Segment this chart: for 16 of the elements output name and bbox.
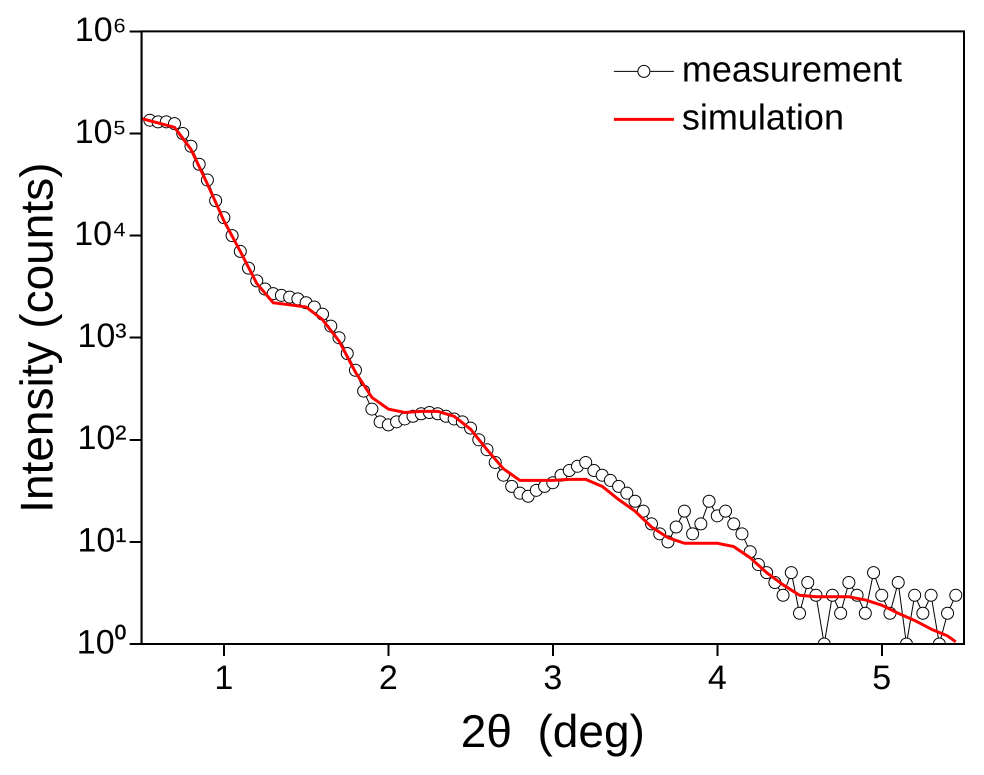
y-tick-label: 10⁴ <box>74 214 127 253</box>
x-tick-label: 1 <box>214 658 234 697</box>
y-tick-label: 10² <box>77 419 127 458</box>
x-tick-label: 3 <box>543 658 562 697</box>
y-tick-label: 10⁰ <box>76 623 127 662</box>
x-axis-title: 2θ (deg) <box>460 705 645 758</box>
y-tick-label: 10⁶ <box>74 10 127 49</box>
y-tick-label: 10³ <box>77 317 127 356</box>
x-tick-label: 5 <box>872 658 892 697</box>
y-tick-label: 10⁵ <box>74 112 127 151</box>
legend-label: simulation <box>682 96 844 138</box>
y-tick-label: 10¹ <box>77 521 127 560</box>
y-axis-title: Intensity (counts) <box>10 162 62 513</box>
x-tick-label: 4 <box>708 658 727 697</box>
legend-label: measurement <box>682 48 902 90</box>
x-tick-label: 2 <box>378 658 398 697</box>
